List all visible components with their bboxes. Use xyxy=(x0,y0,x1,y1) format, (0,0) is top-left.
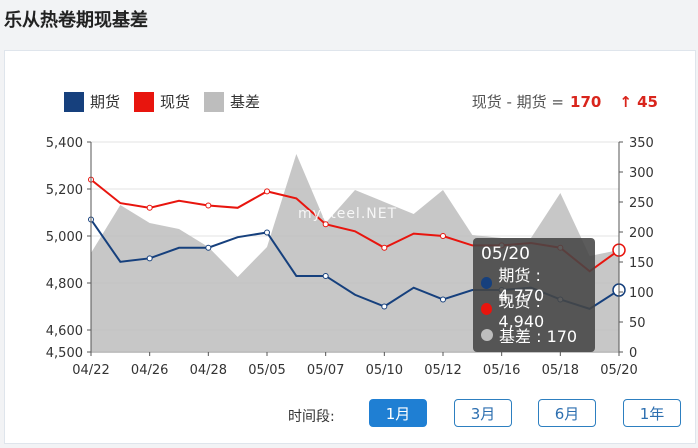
right-tick-label: 300 xyxy=(629,166,654,181)
futures-point xyxy=(146,255,153,262)
legend-swatch-futures xyxy=(64,91,84,112)
left-tick-label: 5,400 xyxy=(46,136,83,151)
tooltip-row-spot: 现货 : 4,940 xyxy=(481,292,587,331)
tooltip-dot-spot xyxy=(481,303,493,315)
legend-label-futures: 期货 xyxy=(90,93,121,111)
range-button-3m[interactable]: 3月 xyxy=(454,399,512,427)
legend-item-basis[interactable]: 基差 xyxy=(204,91,260,112)
watermark: mysteel.NET xyxy=(298,206,398,222)
x-tick-label: 04/22 xyxy=(72,363,109,378)
page-title: 乐从热卷期现基差 xyxy=(4,10,148,31)
chart-tooltip: 05/20 期货 : 4,770 现货 : 4,940 基差 : 170 xyxy=(473,238,595,352)
left-tick-label: 4,500 xyxy=(46,346,83,361)
spot-point xyxy=(146,204,153,211)
right-tick-label: 50 xyxy=(629,316,646,331)
futures-point xyxy=(322,272,329,279)
time-range-selector: 时间段: 1月 3月 6月 1年 xyxy=(0,399,698,429)
tooltip-date: 05/20 xyxy=(481,244,530,264)
legend-label-basis: 基差 xyxy=(230,93,261,111)
right-tick-label: 150 xyxy=(629,256,654,271)
spot-point xyxy=(264,188,270,195)
spread-label: 现货 - 期货 = xyxy=(471,93,565,111)
x-tick-label: 05/07 xyxy=(307,363,344,378)
spot-point xyxy=(322,221,329,228)
range-button-6m[interactable]: 6月 xyxy=(538,399,596,427)
spot-point xyxy=(205,202,212,209)
legend-swatch-basis xyxy=(204,91,225,112)
x-tick-label: 05/18 xyxy=(542,363,579,378)
range-button-1y[interactable]: 1年 xyxy=(623,399,681,427)
left-tick-label: 4,600 xyxy=(46,324,83,339)
tooltip-dot-basis xyxy=(481,329,493,341)
left-tick-label: 5,200 xyxy=(46,183,83,198)
right-tick-label: 350 xyxy=(629,136,654,151)
spot-point xyxy=(440,233,446,239)
futures-point xyxy=(264,229,270,236)
x-tick-label: 04/26 xyxy=(131,363,168,378)
legend-swatch-spot xyxy=(134,91,155,112)
x-tick-label: 04/28 xyxy=(190,363,227,378)
left-tick-label: 4,800 xyxy=(46,277,83,292)
range-button-1m[interactable]: 1月 xyxy=(369,399,427,427)
spread-change: ↑ 45 xyxy=(619,92,658,111)
tooltip-row-basis: 基差 : 170 xyxy=(481,322,587,348)
right-tick-label: 250 xyxy=(629,196,654,211)
legend-item-spot[interactable]: 现货 xyxy=(134,91,190,112)
x-tick-label: 05/16 xyxy=(483,363,520,378)
time-range-label: 时间段: xyxy=(288,409,335,425)
right-tick-label: 100 xyxy=(629,286,654,301)
x-tick-label: 05/12 xyxy=(424,363,461,378)
tooltip-label-spot: 现货 : 4,940 xyxy=(498,291,545,331)
right-tick-label: 200 xyxy=(629,226,654,241)
legend-label-spot: 现货 xyxy=(160,93,191,111)
x-tick-label: 05/05 xyxy=(248,363,285,378)
tooltip-label-futures: 期货 : 4,770 xyxy=(498,265,545,305)
x-tick-label: 05/10 xyxy=(366,363,403,378)
tooltip-dot-futures xyxy=(481,277,493,289)
spread-value: 170 xyxy=(570,92,602,111)
right-tick-label: 0 xyxy=(629,346,637,361)
x-tick-label: 05/20 xyxy=(600,363,637,378)
tooltip-row-futures: 期货 : 4,770 xyxy=(481,266,587,305)
futures-point xyxy=(381,303,388,310)
left-tick-label: 5,000 xyxy=(46,230,83,245)
chart-legend: 期货 现货 基差 xyxy=(64,91,274,112)
tooltip-label-basis: 基差 : 170 xyxy=(499,327,578,346)
futures-point xyxy=(205,244,212,251)
spread-summary: 现货 - 期货 = 170 ↑ 45 xyxy=(472,91,658,112)
futures-point xyxy=(440,296,446,303)
legend-item-futures[interactable]: 期货 xyxy=(64,91,120,112)
spot-point xyxy=(381,244,388,251)
